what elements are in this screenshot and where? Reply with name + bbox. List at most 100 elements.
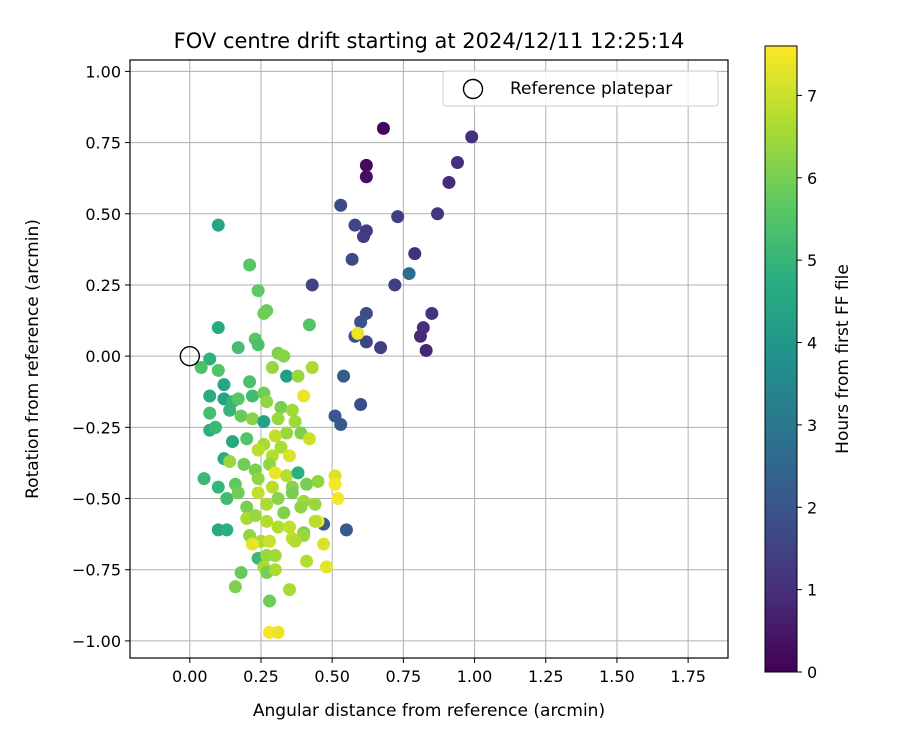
- data-point: [211, 480, 225, 494]
- reference-platepar-marker: [179, 345, 201, 367]
- x-tick-label: 0.25: [243, 667, 279, 686]
- data-point: [291, 466, 305, 480]
- data-point: [282, 520, 296, 534]
- reference-point-layer: [179, 345, 201, 367]
- data-point: [288, 415, 302, 429]
- data-point: [274, 440, 288, 454]
- x-tick-label: 0.00: [172, 667, 208, 686]
- legend: Reference platepar: [442, 70, 719, 107]
- data-point: [359, 158, 373, 172]
- x-tick-label: 1.25: [528, 667, 564, 686]
- data-point: [391, 210, 405, 224]
- data-point: [220, 523, 234, 537]
- data-point: [251, 472, 265, 486]
- data-point: [334, 198, 348, 212]
- data-point: [357, 230, 371, 244]
- data-point: [297, 389, 311, 403]
- data-point: [280, 426, 294, 440]
- data-point: [231, 392, 245, 406]
- data-point: [268, 548, 282, 562]
- data-point: [308, 497, 322, 511]
- x-tick-label: 1.75: [670, 667, 706, 686]
- data-point: [248, 509, 262, 523]
- data-point: [268, 466, 282, 480]
- data-point: [285, 403, 299, 417]
- colorbar: 0 1 2 3 4 5 6 7 Hours from first FF file: [764, 45, 853, 682]
- data-point: [305, 278, 319, 292]
- data-point: [260, 497, 274, 511]
- data-point: [300, 477, 314, 491]
- data-point: [354, 398, 368, 412]
- data-point: [374, 341, 388, 355]
- data-point: [251, 486, 265, 500]
- colorbar-tick-label: 3: [807, 416, 817, 435]
- data-point: [302, 318, 316, 332]
- data-point: [251, 443, 265, 457]
- x-tick-label: 1.00: [457, 667, 493, 686]
- data-point: [419, 343, 433, 357]
- data-point: [465, 130, 479, 144]
- data-point: [251, 338, 265, 352]
- y-axis-ticks: −1.00 −0.75 −0.50 −0.25 0.00 0.25 0.50 0.75 1.00: [72, 62, 130, 651]
- x-tick-label: 1.50: [599, 667, 635, 686]
- data-point: [376, 121, 390, 135]
- data-point: [285, 486, 299, 500]
- data-point: [388, 278, 402, 292]
- data-point: [211, 363, 225, 377]
- y-tick-label: −0.50: [72, 490, 121, 509]
- x-tick-label: 0.50: [314, 667, 350, 686]
- data-point: [211, 321, 225, 335]
- data-point: [345, 252, 359, 266]
- colorbar-tick-label: 4: [807, 334, 817, 353]
- data-point: [237, 457, 251, 471]
- y-tick-label: 0.25: [85, 276, 121, 295]
- data-point: [243, 375, 257, 389]
- data-point: [300, 554, 314, 568]
- data-points: [194, 121, 479, 639]
- colorbar-tick-label: 1: [807, 581, 817, 600]
- data-point: [282, 449, 296, 463]
- data-point: [280, 369, 294, 383]
- data-point: [243, 258, 257, 272]
- colorbar-tick-label: 7: [807, 86, 817, 105]
- data-point: [217, 378, 231, 392]
- data-point: [354, 315, 368, 329]
- data-point: [308, 514, 322, 528]
- y-tick-label: −1.00: [72, 632, 121, 651]
- data-point: [265, 361, 279, 375]
- data-point: [265, 480, 279, 494]
- legend-label: Reference platepar: [510, 79, 672, 99]
- colorbar-tick-label: 5: [807, 251, 817, 270]
- colorbar-tick-label: 2: [807, 498, 817, 517]
- y-tick-label: −0.25: [72, 418, 121, 437]
- data-point: [271, 412, 285, 426]
- data-point: [203, 352, 217, 366]
- data-point: [208, 420, 222, 434]
- data-point: [339, 523, 353, 537]
- data-point: [402, 267, 416, 281]
- legend-marker-icon: [462, 78, 484, 100]
- data-point: [280, 469, 294, 483]
- data-point: [305, 361, 319, 375]
- data-point: [291, 369, 305, 383]
- data-point: [223, 403, 237, 417]
- data-point: [282, 583, 296, 597]
- colorbar-ticks: 0 1 2 3 4 5 6 7: [797, 86, 817, 682]
- colorbar-gradient: [764, 45, 798, 673]
- data-point: [263, 534, 277, 548]
- data-point: [277, 506, 291, 520]
- data-point: [277, 349, 291, 363]
- x-tick-label: 0.75: [386, 667, 422, 686]
- data-point: [351, 326, 365, 340]
- data-point: [231, 486, 245, 500]
- grid-lines: [130, 60, 728, 658]
- data-point: [234, 409, 248, 423]
- data-point: [245, 537, 259, 551]
- data-point: [271, 625, 285, 639]
- data-point: [425, 306, 439, 320]
- data-point: [334, 417, 348, 431]
- data-point: [197, 472, 211, 486]
- data-point: [408, 247, 422, 261]
- data-point: [245, 389, 259, 403]
